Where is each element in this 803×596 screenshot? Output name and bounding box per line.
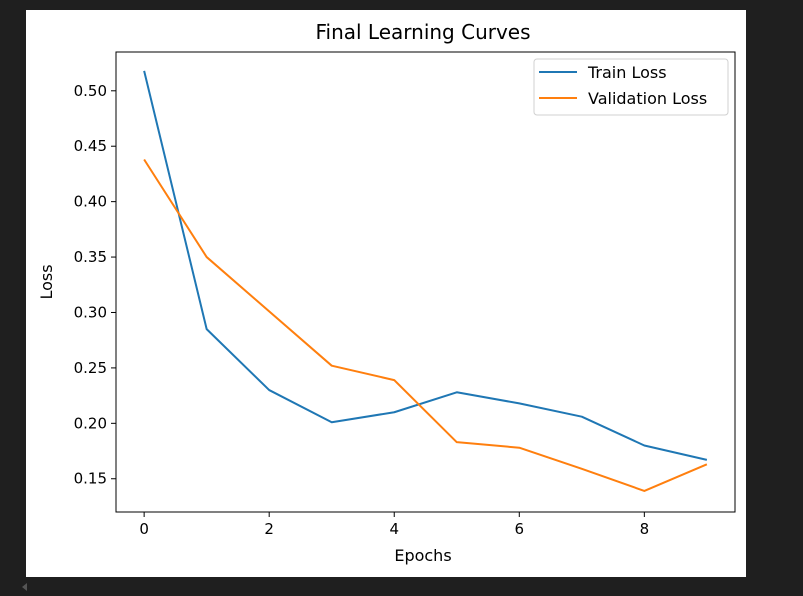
y-tick-label: 0.20: [74, 414, 107, 432]
legend-box: [533, 58, 729, 116]
bottom-bar: [0, 577, 803, 596]
y-tick-label: 0.30: [74, 303, 107, 321]
y-tick-label: 0.40: [74, 193, 107, 211]
x-tick-label: 4: [389, 520, 399, 538]
x-axis-label: Epochs: [394, 546, 451, 565]
legend-label-validation-loss: Validation Loss: [588, 89, 707, 108]
x-tick-label: 2: [264, 520, 274, 538]
y-tick-label: 0.35: [74, 248, 107, 266]
series-line-train-loss: [143, 70, 708, 461]
chart-title: Final Learning Curves: [315, 20, 530, 44]
figure: Final Learning Curves 0.15 0.20 0.25 0.30 0.…: [26, 10, 746, 577]
y-axis-ticks: 0.15 0.20 0.25 0.30 0.35 0.40 0.45 0.50: [74, 82, 116, 488]
y-tick-label: 0.25: [74, 359, 107, 377]
scroll-left-icon[interactable]: [22, 583, 27, 591]
y-tick-label: 0.50: [74, 82, 107, 100]
series-line-validation-loss: [143, 158, 708, 492]
line-chart: Final Learning Curves 0.150.200.250.300.…: [37, 20, 736, 565]
x-tick-label: 6: [515, 520, 525, 538]
plot-area: [116, 52, 735, 512]
series-lines: [143, 70, 708, 492]
y-tick-label: 0.45: [74, 137, 107, 155]
x-tick-label: 0: [139, 520, 149, 538]
x-axis-ticks: 0 2 4 6 8: [139, 512, 649, 538]
x-tick-label: 8: [640, 520, 650, 538]
legend: Train Loss Validation Loss: [533, 58, 729, 116]
legend-label-train-loss: Train Loss: [587, 63, 667, 82]
y-axis-label: Loss: [37, 264, 56, 299]
y-tick-label: 0.15: [74, 470, 107, 488]
plot-frame: [115, 51, 736, 513]
